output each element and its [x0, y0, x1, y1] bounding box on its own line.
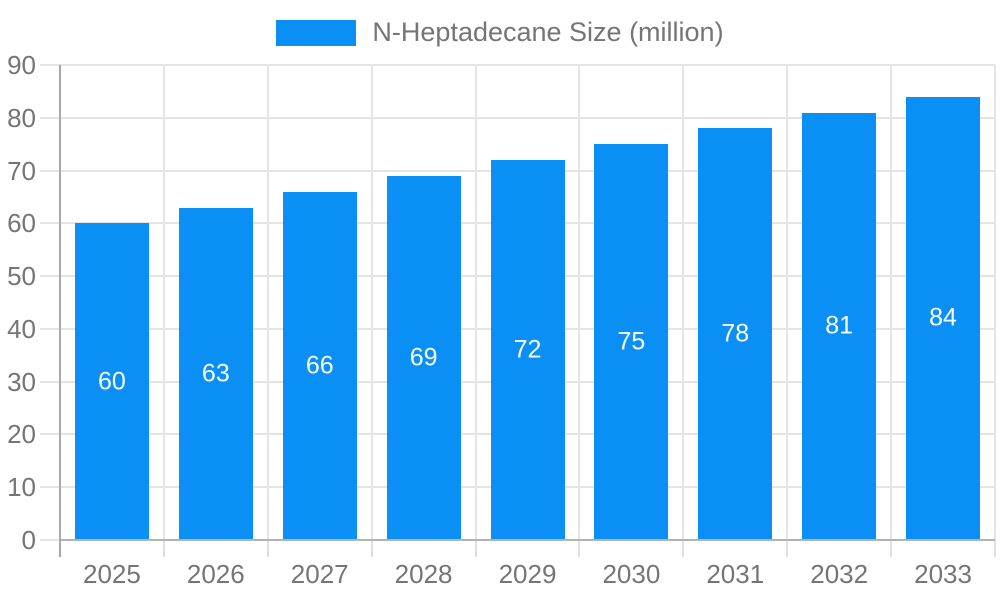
bar-value-label: 75	[617, 327, 646, 356]
x-axis-tick	[578, 540, 581, 557]
x-axis-labels: 2025 2026 2027 2028 2029 2030 2031 2032 2033	[60, 561, 995, 591]
y-axis-tick	[40, 327, 60, 330]
x-axis-baseline	[60, 539, 995, 541]
x-tick-label: 2030	[602, 559, 661, 589]
x-tick-label: 2027	[290, 559, 349, 589]
y-tick-label: 70	[7, 155, 36, 186]
x-axis-tick	[682, 540, 685, 557]
bar-value-label: 81	[825, 311, 854, 340]
y-axis-tick	[40, 486, 60, 489]
bar[interactable]: 78	[698, 128, 773, 540]
y-axis-tick	[40, 380, 60, 383]
x-axis-tick	[994, 540, 996, 557]
bar[interactable]: 69	[386, 175, 461, 540]
y-tick-label: 80	[7, 102, 36, 133]
y-tick-label: 40	[7, 313, 36, 344]
gridline-vertical	[162, 65, 165, 540]
y-axis-tick	[40, 116, 60, 119]
legend-label: N-Heptadecane Size (million)	[372, 17, 724, 47]
gridline-vertical	[786, 65, 789, 540]
bar-value-label: 60	[98, 367, 126, 396]
bar-value-label: 66	[305, 351, 334, 380]
bar-value-label: 84	[929, 303, 957, 332]
bar-value-label: 72	[513, 335, 542, 364]
gridline-vertical	[474, 65, 477, 540]
chart-legend[interactable]: N-Heptadecane Size (million)	[0, 17, 1000, 48]
bar-value-label: 63	[201, 359, 230, 388]
y-axis-tick	[40, 222, 60, 225]
y-tick-label: 60	[7, 208, 36, 239]
bar[interactable]: 63	[178, 207, 253, 540]
gridline-vertical	[266, 65, 269, 540]
y-tick-label: 50	[7, 261, 36, 292]
bar-value-label: 69	[409, 343, 438, 372]
gridline-vertical	[578, 65, 581, 540]
y-axis-tick	[40, 64, 60, 66]
x-axis-tick	[266, 540, 269, 557]
y-axis-tick	[40, 275, 60, 278]
y-tick-label: 20	[7, 419, 36, 450]
x-tick-label: 2031	[706, 559, 765, 589]
bar[interactable]: 60	[74, 223, 149, 540]
bar[interactable]: 84	[906, 96, 981, 540]
x-tick-label: 2025	[83, 559, 141, 589]
gridline-vertical	[370, 65, 373, 540]
y-tick-label: 0	[21, 525, 36, 555]
x-tick-label: 2029	[498, 559, 557, 589]
x-axis-tick	[370, 540, 373, 557]
gridline-vertical	[890, 65, 893, 540]
legend-swatch	[276, 19, 357, 46]
y-tick-label: 90	[7, 50, 36, 80]
x-tick-label: 2028	[394, 559, 453, 589]
x-axis-tick	[162, 540, 165, 557]
y-tick-label: 30	[7, 366, 36, 397]
y-axis-tick	[40, 539, 60, 541]
y-tick-label: 10	[7, 472, 36, 503]
bar-value-label: 78	[721, 319, 750, 348]
x-axis-tick	[890, 540, 893, 557]
x-axis-tick	[474, 540, 477, 557]
x-axis-tick	[786, 540, 789, 557]
x-tick-label: 2033	[914, 559, 972, 589]
x-tick-label: 2032	[810, 559, 869, 589]
gridline-vertical	[682, 65, 685, 540]
x-tick-label: 2026	[186, 559, 245, 589]
gridline-horizontal	[60, 64, 995, 66]
y-axis-labels: 0 10 20 30 40 50 60 70 80 90	[0, 52, 44, 553]
y-axis-tick	[40, 433, 60, 436]
y-axis-line	[59, 65, 61, 557]
bar[interactable]: 81	[802, 112, 877, 540]
plot-area: 60 63 66 69 72 75 78 81 84	[40, 64, 996, 557]
gridline-vertical	[994, 65, 996, 540]
bar[interactable]: 66	[282, 191, 357, 540]
bar[interactable]: 75	[594, 144, 669, 540]
y-axis-tick	[40, 169, 60, 172]
bar[interactable]: 72	[490, 160, 565, 540]
gridline-horizontal	[60, 116, 995, 119]
